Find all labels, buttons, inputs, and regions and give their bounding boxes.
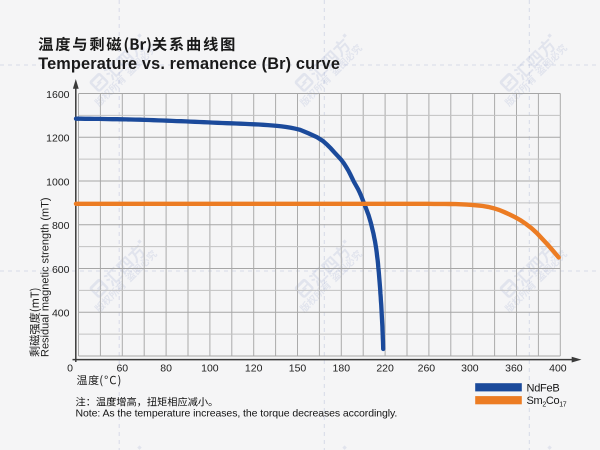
svg-text:600: 600 bbox=[52, 264, 70, 276]
svg-text:60: 60 bbox=[116, 363, 128, 375]
svg-text:80: 80 bbox=[160, 363, 172, 375]
svg-text:100: 100 bbox=[201, 363, 219, 375]
svg-text:220: 220 bbox=[376, 363, 394, 375]
svg-text:260: 260 bbox=[418, 363, 436, 375]
svg-text:0: 0 bbox=[67, 363, 73, 375]
svg-text:360: 360 bbox=[505, 363, 523, 375]
svg-text:120: 120 bbox=[245, 363, 263, 375]
svg-text:Temperature vs. remanence (Br): Temperature vs. remanence (Br) curve bbox=[38, 55, 340, 73]
svg-text:300: 300 bbox=[461, 363, 479, 375]
svg-text:Note: As the temperature incre: Note: As the temperature increases, the … bbox=[76, 408, 398, 420]
svg-text:1200: 1200 bbox=[46, 133, 70, 145]
svg-text:400: 400 bbox=[52, 308, 70, 320]
svg-text:NdFeB: NdFeB bbox=[527, 382, 560, 394]
svg-text:180: 180 bbox=[333, 363, 351, 375]
svg-text:Sm2Co17: Sm2Co17 bbox=[527, 395, 567, 408]
svg-text:1000: 1000 bbox=[46, 176, 70, 188]
svg-text:150: 150 bbox=[289, 363, 307, 375]
svg-text:1600: 1600 bbox=[46, 89, 70, 101]
svg-text:400: 400 bbox=[549, 363, 567, 375]
svg-text:Residual magnetic strength (mT: Residual magnetic strength (mT) bbox=[40, 197, 52, 357]
svg-text:800: 800 bbox=[52, 220, 70, 232]
